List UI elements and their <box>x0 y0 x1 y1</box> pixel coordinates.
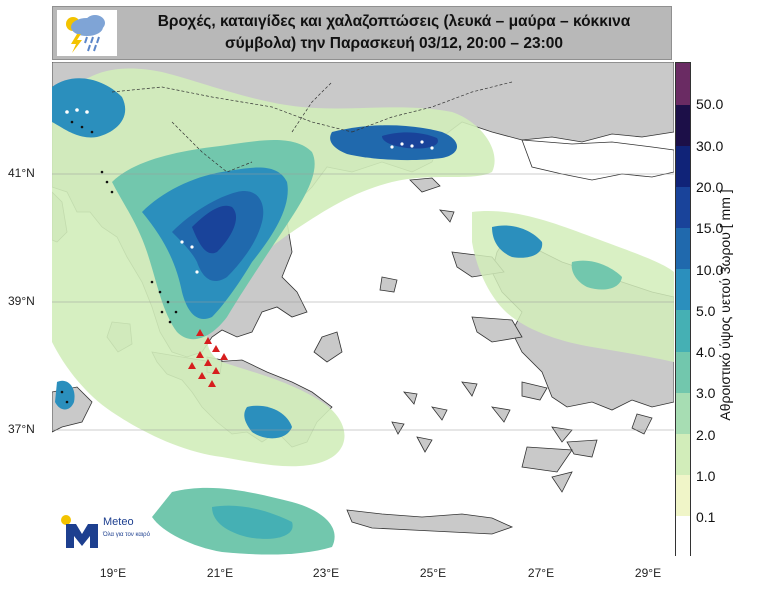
island <box>379 276 398 293</box>
colorbar-segment <box>676 392 690 434</box>
colorbar-title: Αθροιστικό ύψος υετού 3ωρου [ mm ] <box>717 189 733 421</box>
rain-thunder-cloud-icon <box>57 10 117 56</box>
meteo-logo: Meteo Όλα για τον καιρό <box>60 512 170 552</box>
grid-lines <box>52 173 674 431</box>
storm-symbols-black <box>60 120 178 404</box>
colorbar-tick: 3.0 <box>696 385 716 401</box>
lon-label-19: 19°E <box>99 566 127 580</box>
colorbar-segment <box>676 515 690 558</box>
map-title-line-2: σύμβολα) την Παρασκευή 03/12, 20:00 – 23… <box>225 35 563 52</box>
lon-label-23: 23°E <box>312 566 340 580</box>
precipitation-areas <box>52 68 674 555</box>
colorbar-tick: 4.0 <box>696 344 716 360</box>
colorbar-segment <box>676 63 690 105</box>
island <box>391 421 405 435</box>
logo-name: Meteo <box>103 516 134 528</box>
island <box>409 177 441 193</box>
precipitation-map <box>52 62 674 556</box>
island <box>439 209 455 223</box>
island <box>631 413 653 435</box>
island <box>403 391 418 405</box>
colorbar-tick: 10.0 <box>696 262 724 278</box>
island <box>431 406 448 421</box>
colorbar-segment <box>676 145 690 187</box>
colorbar-segment <box>676 186 690 229</box>
colorbar-tick: 5.0 <box>696 303 716 319</box>
island <box>551 471 573 493</box>
colorbar-segment <box>676 433 690 476</box>
colorbar-tick: 20.0 <box>696 179 724 195</box>
colorbar-segment <box>676 227 690 270</box>
lon-label-25: 25°E <box>419 566 447 580</box>
colorbar-segment <box>676 268 690 311</box>
colorbar-tick: 0.1 <box>696 509 716 525</box>
lon-label-29: 29°E <box>634 566 662 580</box>
colorbar-tick: 1.0 <box>696 468 716 484</box>
borders <box>111 81 513 173</box>
lon-label-27: 27°E <box>527 566 555 580</box>
lon-label-21: 21°E <box>206 566 234 580</box>
island <box>461 381 478 397</box>
lat-label-41: 41°N <box>8 166 35 180</box>
island <box>471 316 523 343</box>
colorbar-tick: 2.0 <box>696 427 716 443</box>
map-title-line-1: Βροχές, καταιγίδες και χαλαζοπτώσεις (λε… <box>157 13 631 30</box>
meteo-logo-icon <box>61 515 98 548</box>
colorbar-tick: 30.0 <box>696 138 724 154</box>
lat-label-39: 39°N <box>8 294 35 308</box>
map-title: Βροχές, καταιγίδες και χαλαζοπτώσεις (λε… <box>121 11 667 55</box>
island <box>491 406 511 423</box>
colorbar-segment <box>676 474 690 517</box>
island <box>521 381 548 401</box>
storm-symbols-white <box>65 108 434 274</box>
island <box>416 436 433 453</box>
colorbar-segment <box>676 104 690 146</box>
map-header: Βροχές, καταιγίδες και χαλαζοπτώσεις (λε… <box>52 6 672 60</box>
colorbar <box>675 62 691 558</box>
island <box>521 446 573 473</box>
island <box>551 426 573 443</box>
hail-symbols-red <box>188 329 228 387</box>
logo-tagline: Όλα για τον καιρό <box>103 532 150 538</box>
lat-label-37: 37°N <box>8 422 35 436</box>
colorbar-tick: 50.0 <box>696 96 724 112</box>
colorbar-tick: 15.0 <box>696 220 724 236</box>
island <box>313 331 343 363</box>
colorbar-segment <box>676 310 690 352</box>
colorbar-segment <box>676 351 690 393</box>
